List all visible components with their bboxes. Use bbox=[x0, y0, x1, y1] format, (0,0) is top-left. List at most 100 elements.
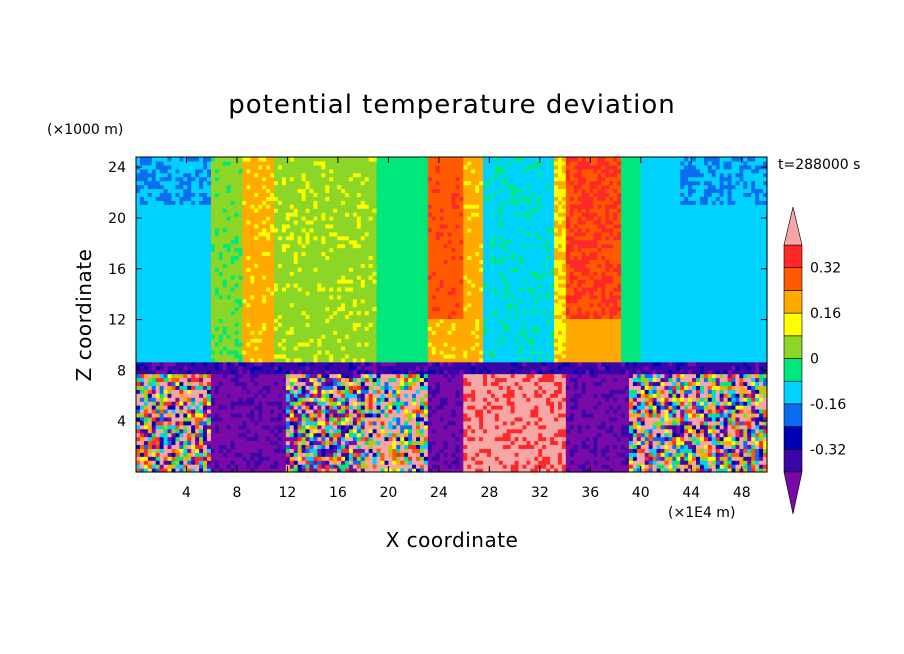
heatmap-cell bbox=[191, 212, 196, 217]
heatmap-cell bbox=[159, 251, 165, 257]
heatmap-cell bbox=[277, 227, 283, 233]
heatmap-cell bbox=[143, 334, 149, 339]
heatmap-cell bbox=[171, 334, 177, 339]
heatmap-cell bbox=[234, 271, 240, 276]
heatmap-cell bbox=[262, 283, 267, 288]
heatmap-cell bbox=[329, 373, 334, 379]
heatmap-cell bbox=[258, 196, 263, 201]
heatmap-cell bbox=[195, 452, 200, 457]
heatmap-cell bbox=[313, 286, 319, 292]
heatmap-cell bbox=[356, 188, 362, 194]
heatmap-cell bbox=[199, 208, 204, 213]
heatmap-cell bbox=[183, 353, 188, 359]
heatmap-cell bbox=[325, 452, 330, 457]
heatmap-cell bbox=[348, 440, 354, 446]
heatmap-cell bbox=[321, 227, 326, 233]
heatmap-cell bbox=[285, 302, 291, 308]
heatmap-cell bbox=[210, 188, 216, 194]
heatmap-cell bbox=[139, 196, 145, 201]
heatmap-cell bbox=[163, 227, 169, 233]
heatmap-cell bbox=[356, 377, 362, 383]
heatmap-cell bbox=[143, 243, 149, 249]
heatmap-cell bbox=[281, 456, 287, 461]
heatmap-cell bbox=[376, 444, 382, 449]
heatmap-cell bbox=[337, 318, 342, 323]
heatmap-cell bbox=[139, 373, 145, 379]
heatmap-cell bbox=[305, 397, 311, 402]
heatmap-cell bbox=[171, 275, 177, 280]
heatmap-cell bbox=[341, 412, 346, 418]
heatmap-cell bbox=[187, 188, 192, 194]
heatmap-cell bbox=[325, 322, 330, 327]
heatmap-cell bbox=[341, 338, 346, 343]
heatmap-cell bbox=[179, 204, 184, 209]
heatmap-cell bbox=[167, 294, 173, 300]
heatmap-cell bbox=[270, 290, 275, 296]
heatmap-cell bbox=[242, 160, 248, 166]
heatmap-cell bbox=[214, 440, 220, 446]
heatmap-cell bbox=[226, 346, 232, 351]
heatmap-cell bbox=[214, 334, 220, 339]
heatmap-cell bbox=[136, 196, 141, 201]
heatmap-cell bbox=[210, 302, 216, 308]
heatmap-cell bbox=[222, 220, 228, 225]
heatmap-cell bbox=[333, 373, 338, 379]
heatmap-cell bbox=[372, 164, 378, 170]
heatmap-cell bbox=[139, 251, 145, 257]
heatmap-cell bbox=[222, 416, 228, 422]
heatmap-cell bbox=[155, 231, 161, 237]
heatmap-cell bbox=[368, 306, 374, 312]
heatmap-cell bbox=[341, 196, 346, 201]
heatmap-cell bbox=[187, 361, 192, 367]
heatmap-cell bbox=[266, 373, 271, 379]
heatmap-cell bbox=[199, 220, 204, 225]
heatmap-cell bbox=[163, 231, 169, 237]
heatmap-cell bbox=[254, 216, 259, 221]
heatmap-cell bbox=[203, 393, 208, 398]
heatmap-cell bbox=[293, 192, 299, 197]
heatmap-cell bbox=[218, 251, 224, 257]
heatmap-cell bbox=[167, 444, 173, 449]
heatmap-cell bbox=[183, 334, 188, 339]
heatmap-cell bbox=[183, 290, 188, 296]
heatmap-cell bbox=[147, 239, 153, 245]
heatmap-cell bbox=[226, 468, 232, 473]
heatmap-cell bbox=[238, 456, 244, 461]
heatmap-cell bbox=[333, 318, 338, 323]
heatmap-cell bbox=[250, 397, 255, 402]
heatmap-cell bbox=[242, 420, 248, 426]
heatmap-cell bbox=[203, 369, 208, 375]
heatmap-cell bbox=[270, 365, 275, 371]
heatmap-cell bbox=[348, 164, 354, 170]
heatmap-cell bbox=[305, 255, 311, 260]
heatmap-cell bbox=[372, 444, 378, 449]
heatmap-cell bbox=[242, 373, 248, 379]
heatmap-cell bbox=[352, 365, 358, 371]
heatmap-cell bbox=[329, 286, 334, 292]
heatmap-cell bbox=[258, 271, 263, 276]
heatmap-cell bbox=[254, 342, 259, 347]
heatmap-cell bbox=[147, 460, 153, 465]
heatmap-cell bbox=[163, 432, 169, 438]
heatmap-cell bbox=[333, 381, 338, 386]
heatmap-cell bbox=[250, 334, 255, 339]
heatmap-cell bbox=[348, 381, 354, 386]
heatmap-cell bbox=[139, 365, 145, 371]
heatmap-cell bbox=[230, 452, 236, 457]
heatmap-cell bbox=[289, 326, 295, 331]
heatmap-cell bbox=[368, 216, 374, 221]
heatmap-cell bbox=[345, 164, 350, 170]
heatmap-cell bbox=[167, 424, 173, 430]
heatmap-cell bbox=[364, 302, 370, 308]
heatmap-cell bbox=[203, 216, 208, 221]
heatmap-cell bbox=[214, 172, 220, 178]
heatmap-cell bbox=[277, 302, 283, 308]
heatmap-cell bbox=[230, 160, 236, 166]
heatmap-cell bbox=[337, 416, 342, 422]
heatmap-cell bbox=[246, 393, 251, 398]
heatmap-cell bbox=[206, 397, 212, 402]
heatmap-cell bbox=[214, 460, 220, 465]
heatmap-cell bbox=[195, 428, 200, 434]
heatmap-cell bbox=[333, 271, 338, 276]
heatmap-cell bbox=[195, 464, 200, 469]
